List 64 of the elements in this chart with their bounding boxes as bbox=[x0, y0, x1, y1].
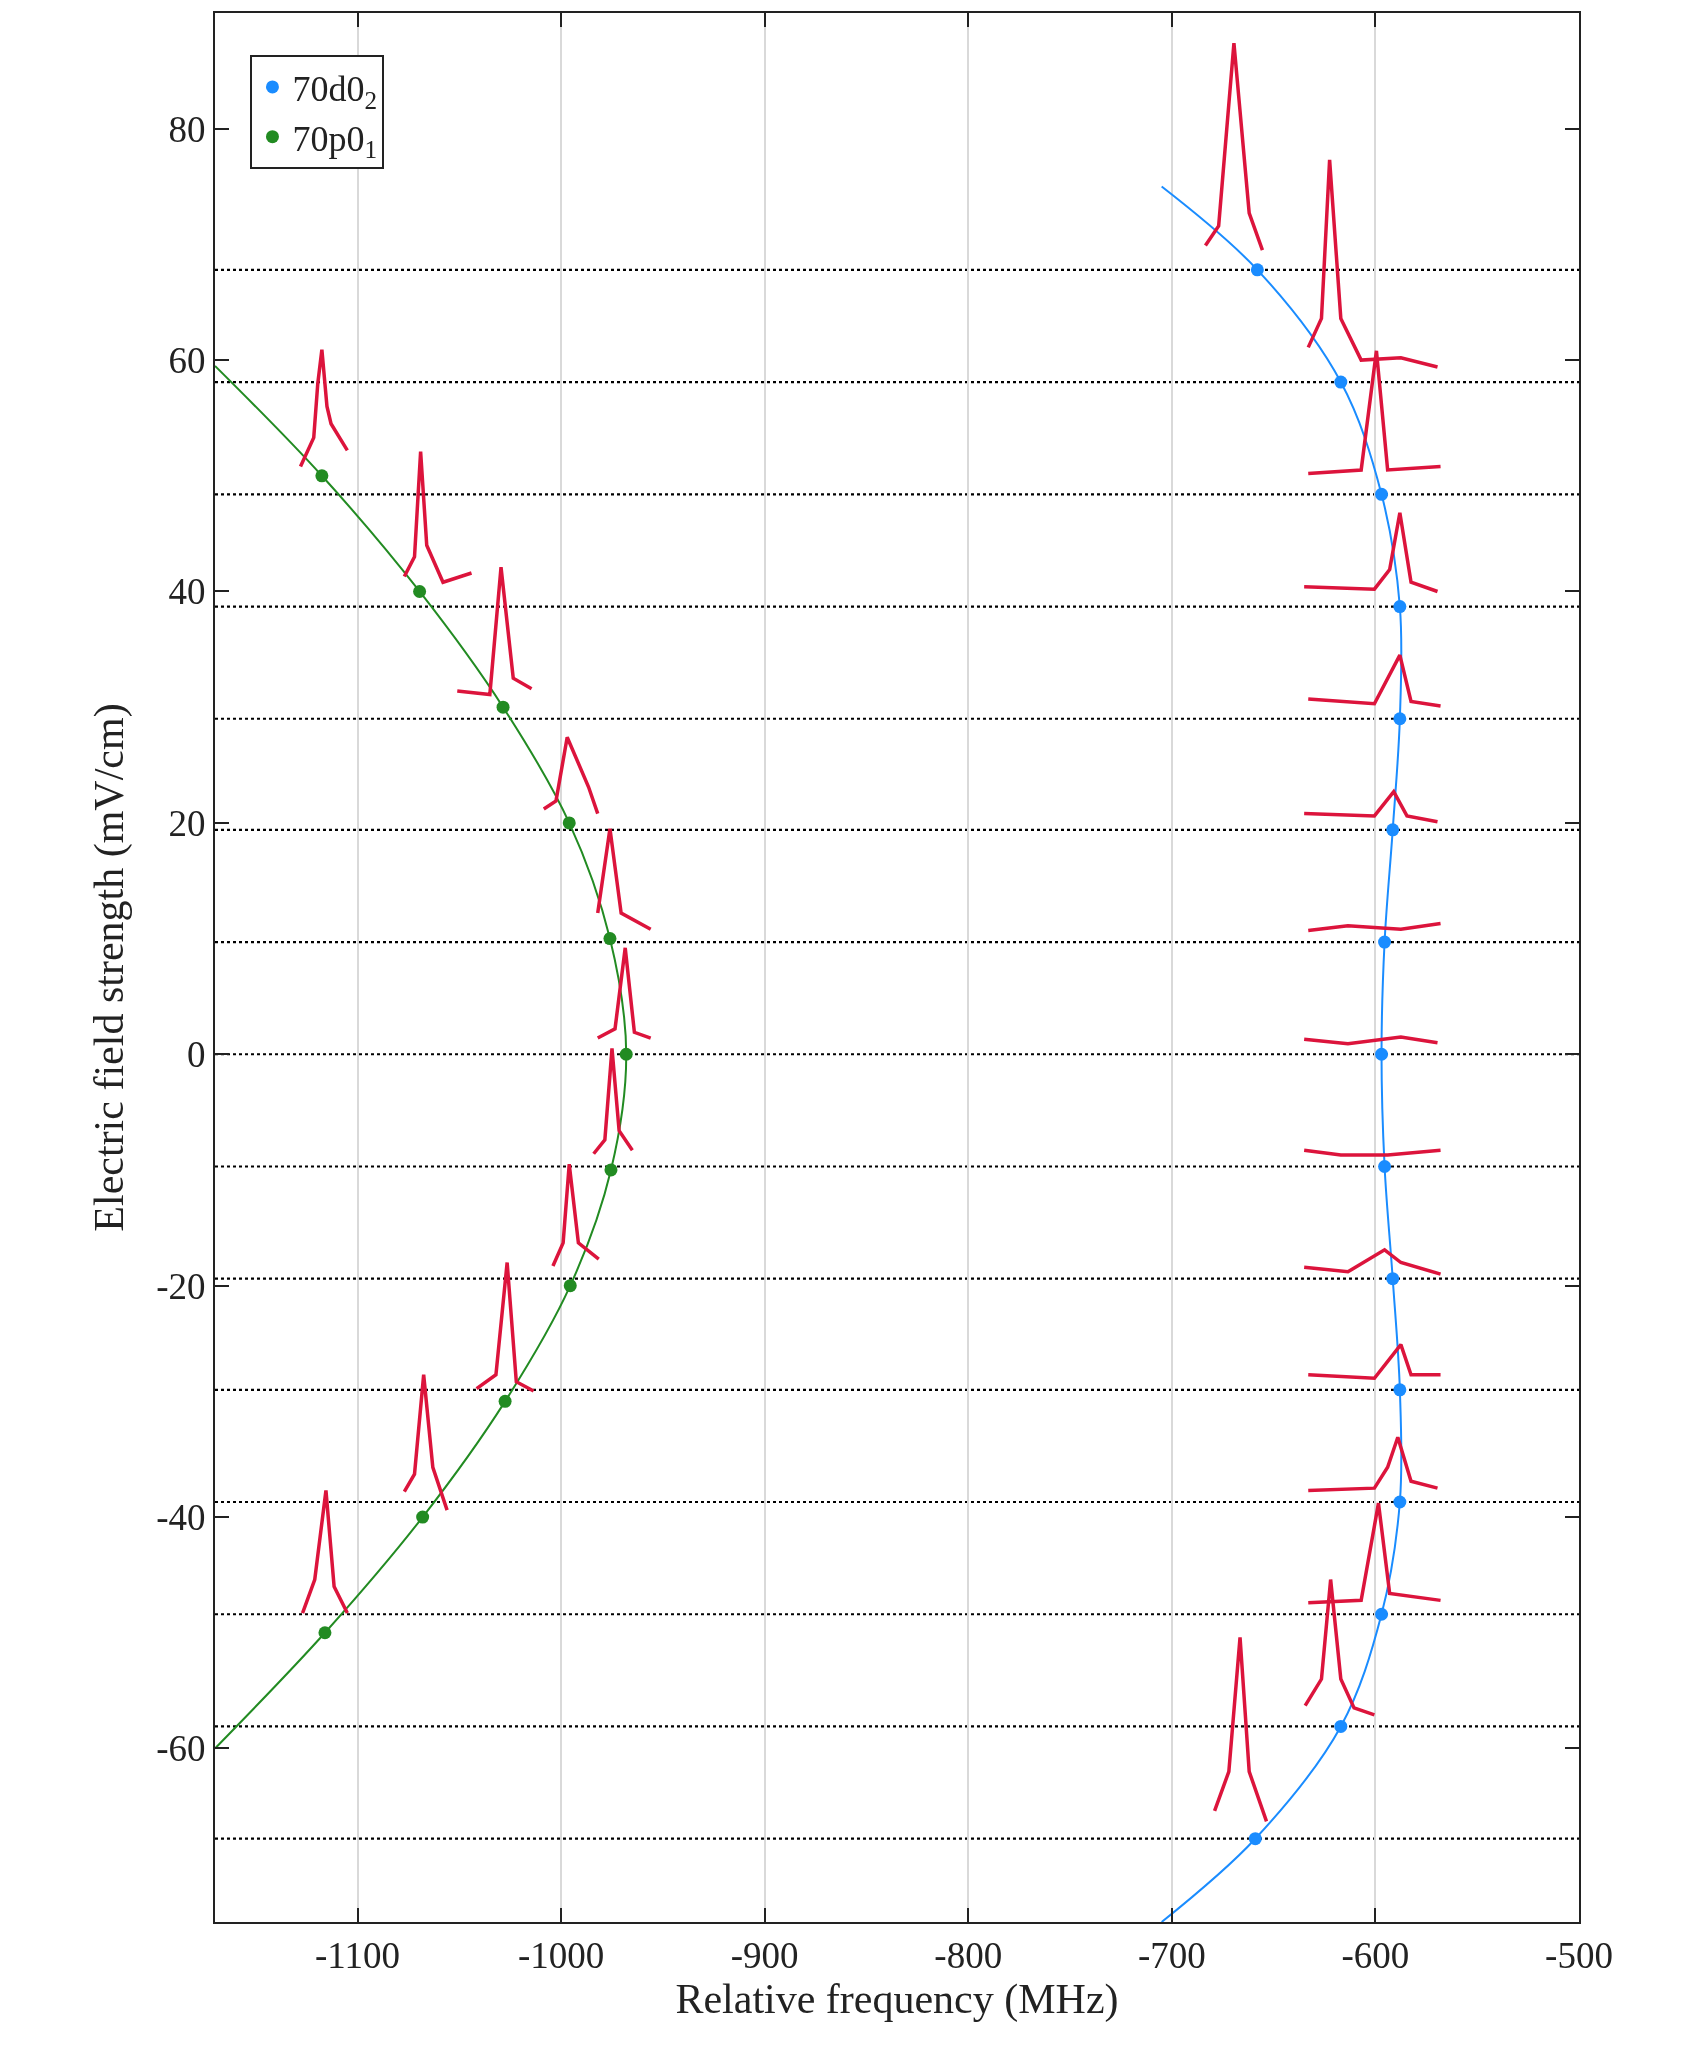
point bbox=[603, 932, 617, 946]
line-series bbox=[1302, 1035, 1440, 1046]
line-series bbox=[1302, 789, 1440, 824]
line-series bbox=[474, 1260, 536, 1393]
legend-label: 70p0$_{1}$ bbox=[292, 118, 378, 164]
line-series bbox=[455, 565, 534, 697]
point bbox=[416, 1510, 430, 1524]
x-tick-label: -600 bbox=[1341, 1935, 1410, 1977]
point bbox=[498, 1394, 512, 1408]
y-tick-label: -20 bbox=[156, 1265, 206, 1307]
x-axis-title: Relative frequency (MHz) bbox=[675, 1976, 1119, 2024]
point bbox=[562, 816, 576, 830]
point bbox=[1378, 935, 1392, 949]
line-series bbox=[1306, 653, 1443, 708]
point bbox=[1393, 1495, 1407, 1509]
x-tick-label: -1000 bbox=[517, 1935, 605, 1977]
line-series bbox=[1306, 1435, 1440, 1493]
y-tick-label: -40 bbox=[156, 1497, 206, 1539]
line-series bbox=[551, 1162, 601, 1268]
point bbox=[1375, 487, 1389, 501]
y-tick-label: 80 bbox=[168, 108, 206, 150]
y-tick-label: 0 bbox=[187, 1034, 206, 1076]
line-series bbox=[402, 1373, 449, 1512]
point bbox=[1375, 1607, 1389, 1621]
point bbox=[1375, 1047, 1389, 1061]
line-series bbox=[1302, 511, 1440, 594]
x-tick-label: -900 bbox=[730, 1935, 799, 1977]
legend-label: 70d0$_{2}$ bbox=[292, 68, 378, 114]
point bbox=[496, 700, 510, 714]
line-series bbox=[1302, 1248, 1443, 1276]
line-series bbox=[300, 1488, 350, 1615]
x-tick-label: -1100 bbox=[315, 1935, 400, 1977]
point bbox=[1393, 712, 1407, 726]
point bbox=[1334, 1719, 1348, 1733]
point bbox=[1248, 1832, 1262, 1846]
point bbox=[1386, 823, 1400, 837]
point bbox=[604, 1163, 618, 1177]
point bbox=[1378, 1160, 1392, 1173]
point bbox=[619, 1047, 633, 1061]
x-tick-label: -700 bbox=[1137, 1935, 1206, 1977]
point bbox=[318, 1626, 332, 1640]
line-series bbox=[1306, 921, 1443, 933]
point bbox=[1393, 600, 1407, 614]
point bbox=[315, 469, 329, 483]
y-tick-label: 20 bbox=[168, 802, 206, 844]
point bbox=[1250, 263, 1264, 277]
line-series bbox=[591, 1046, 635, 1156]
point bbox=[413, 584, 427, 598]
y-tick-label: 60 bbox=[168, 340, 206, 382]
line-series bbox=[402, 449, 474, 584]
point bbox=[1393, 1383, 1407, 1397]
line-series bbox=[595, 946, 653, 1040]
point bbox=[1334, 375, 1348, 389]
point bbox=[1386, 1272, 1400, 1286]
x-tick-label: -800 bbox=[934, 1935, 1003, 1977]
y-tick-label: -60 bbox=[156, 1728, 206, 1770]
line-series bbox=[542, 735, 600, 816]
x-tick-label: -500 bbox=[1545, 1935, 1613, 1977]
line-series bbox=[1212, 1635, 1269, 1824]
y-tick-label: 40 bbox=[168, 571, 206, 613]
point bbox=[563, 1279, 577, 1293]
line-series bbox=[298, 347, 350, 469]
line-series bbox=[1203, 41, 1265, 252]
y-axis-title: Electric field strength (mV/cm) bbox=[85, 703, 133, 1232]
